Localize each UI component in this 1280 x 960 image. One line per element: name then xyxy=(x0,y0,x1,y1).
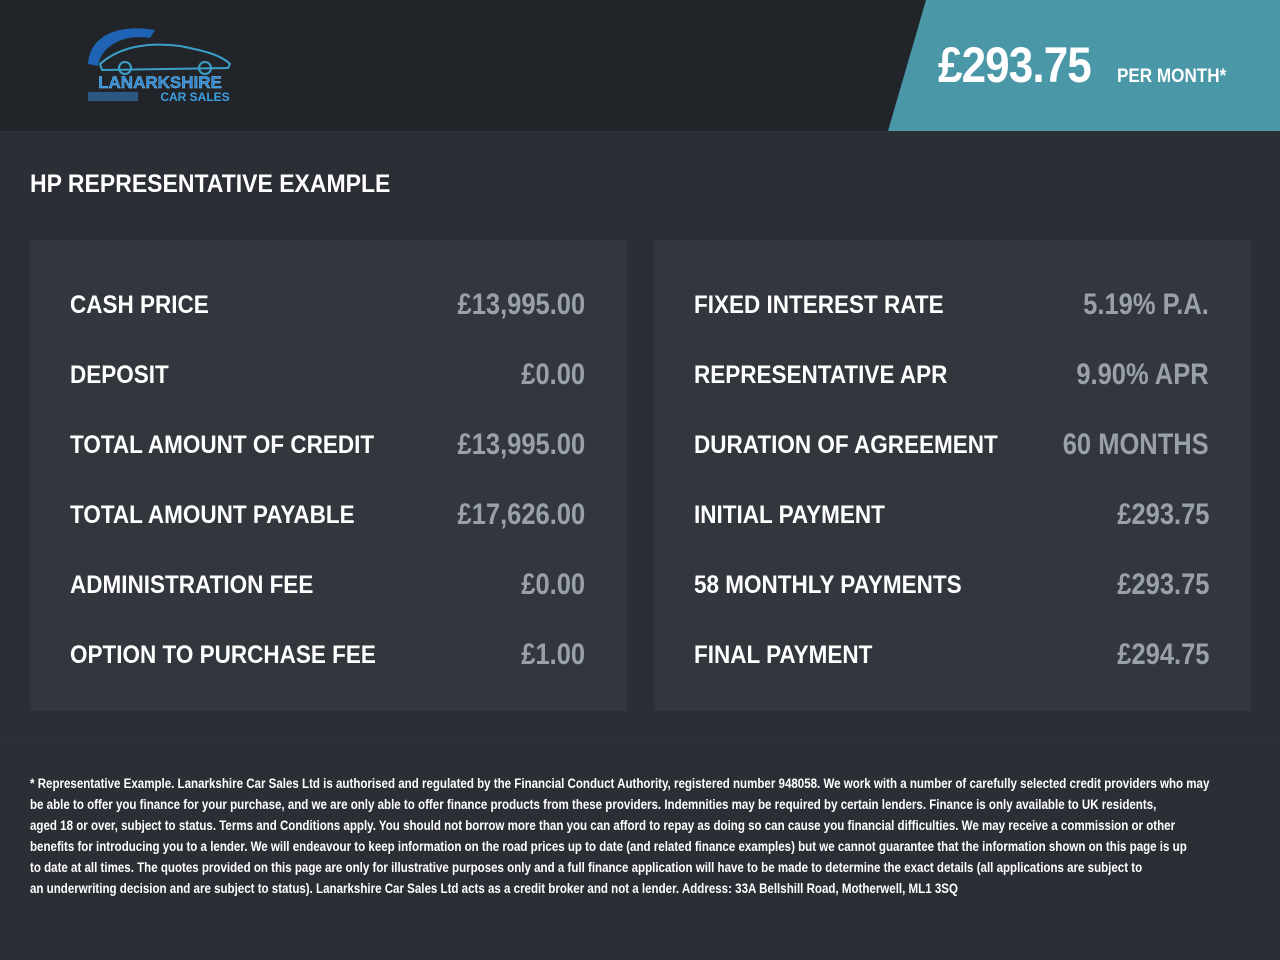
finance-row: OPTION TO PURCHASE FEE £1.00 xyxy=(70,620,585,690)
finance-value: £0.00 xyxy=(521,358,585,391)
disclaimer-line: benefits for introducing you to a lender… xyxy=(30,839,1187,854)
per-month-label: PER MONTH* xyxy=(1117,66,1227,87)
finance-value: £294.75 xyxy=(1116,638,1209,671)
finance-row: INITIAL PAYMENT £293.75 xyxy=(694,480,1209,550)
svg-text:LANARKSHIRE: LANARKSHIRE xyxy=(98,73,222,92)
finance-label: REPRESENTATIVE APR xyxy=(694,360,948,389)
page-title: HP REPRESENTATIVE EXAMPLE xyxy=(30,170,391,198)
finance-value: 9.90% APR xyxy=(1076,358,1209,391)
disclaimer-line: to date at all times. The quotes provide… xyxy=(30,860,1143,875)
finance-value: £293.75 xyxy=(1116,498,1209,531)
finance-row: CASH PRICE £13,995.00 xyxy=(70,270,585,340)
finance-label: ADMINISTRATION FEE xyxy=(70,570,314,599)
finance-value: 60 MONTHS xyxy=(1063,428,1209,461)
finance-row: REPRESENTATIVE APR 9.90% APR xyxy=(694,340,1209,410)
finance-panel-left: CASH PRICE £13,995.00 DEPOSIT £0.00 TOTAL AM… xyxy=(30,240,627,711)
finance-label: TOTAL AMOUNT PAYABLE xyxy=(70,500,355,529)
finance-value: £13,995.00 xyxy=(457,288,585,321)
finance-label: DURATION OF AGREEMENT xyxy=(694,430,998,459)
finance-panel-right: FIXED INTEREST RATE 5.19% P.A. REPRESENTAT… xyxy=(654,240,1251,711)
finance-row: DEPOSIT £0.00 xyxy=(70,340,585,410)
finance-row: ADMINISTRATION FEE £0.00 xyxy=(70,550,585,620)
disclaimer-line: be able to offer you finance for your pu… xyxy=(30,797,1157,812)
finance-row: TOTAL AMOUNT PAYABLE £17,626.00 xyxy=(70,480,585,550)
finance-value: £0.00 xyxy=(521,568,585,601)
finance-value: £13,995.00 xyxy=(457,428,585,461)
monthly-price: £293.75 xyxy=(938,37,1092,93)
finance-label: DEPOSIT xyxy=(70,360,169,389)
finance-row: FIXED INTEREST RATE 5.19% P.A. xyxy=(694,270,1209,340)
finance-value: £1.00 xyxy=(521,638,585,671)
disclaimer-line: aged 18 or over, subject to status. Term… xyxy=(30,818,1176,833)
finance-label: OPTION TO PURCHASE FEE xyxy=(70,640,376,669)
finance-label: TOTAL AMOUNT OF CREDIT xyxy=(70,430,375,459)
finance-label: FIXED INTEREST RATE xyxy=(694,290,944,319)
disclaimer-section: * Representative Example. Lanarkshire Ca… xyxy=(0,740,1280,960)
finance-row: 58 MONTHLY PAYMENTS £293.75 xyxy=(694,550,1209,620)
finance-row: FINAL PAYMENT £294.75 xyxy=(694,620,1209,690)
header: LANARKSHIRE CAR SALES £293.75 PER MONTH* xyxy=(0,0,1280,131)
finance-value: £17,626.00 xyxy=(457,498,585,531)
svg-text:CAR SALES: CAR SALES xyxy=(160,90,229,104)
finance-label: 58 MONTHLY PAYMENTS xyxy=(694,570,962,599)
brand-logo[interactable]: LANARKSHIRE CAR SALES xyxy=(80,24,240,106)
finance-label: INITIAL PAYMENT xyxy=(694,500,885,529)
disclaimer-text: * Representative Example. Lanarkshire Ca… xyxy=(30,773,1210,899)
disclaimer-line: * Representative Example. Lanarkshire Ca… xyxy=(30,776,1210,791)
finance-row: TOTAL AMOUNT OF CREDIT £13,995.00 xyxy=(70,410,585,480)
finance-row: DURATION OF AGREEMENT 60 MONTHS xyxy=(694,410,1209,480)
finance-label: CASH PRICE xyxy=(70,290,209,319)
disclaimer-line: an underwriting decision and are subject… xyxy=(30,881,958,896)
finance-label: FINAL PAYMENT xyxy=(694,640,873,669)
finance-value: £293.75 xyxy=(1116,568,1209,601)
finance-value: 5.19% P.A. xyxy=(1083,288,1209,321)
monthly-price-banner: £293.75 PER MONTH* xyxy=(888,0,1280,131)
